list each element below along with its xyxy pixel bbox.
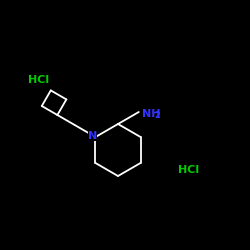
Text: HCl: HCl	[28, 75, 49, 85]
Text: NH: NH	[142, 109, 160, 119]
Text: HCl: HCl	[178, 165, 199, 175]
Text: 2: 2	[155, 112, 161, 120]
Text: N: N	[88, 131, 97, 141]
